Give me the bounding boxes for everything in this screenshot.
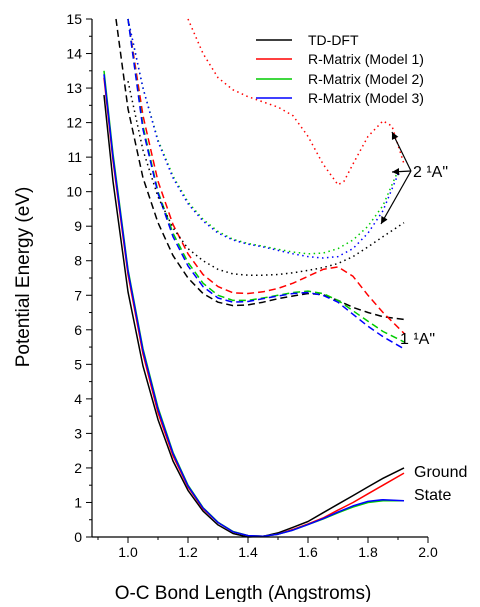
x-tick-label-3: 1.6: [298, 544, 318, 560]
legend-label-model3: R-Matrix (Model 3): [308, 90, 424, 106]
legend-label-model2: R-Matrix (Model 2): [308, 71, 424, 87]
y-tick-label-0: 0: [74, 529, 82, 545]
x-tick-label-2: 1.4: [238, 544, 258, 560]
series-layer: [103, 18, 405, 538]
y-tick-label-9: 9: [74, 218, 82, 234]
y-tick-label-2: 2: [74, 460, 82, 476]
series-line-3: [103, 74, 405, 538]
annotations: 2 ¹A" 1 ¹A" Ground State: [380, 131, 467, 504]
x-axis-title: O-C Bond Length (Angstroms): [115, 583, 372, 602]
x-tick-label-0: 1.0: [118, 544, 138, 560]
y-tick-label-11: 11: [67, 149, 82, 165]
y-tick-label-13: 13: [66, 80, 82, 96]
annotation-lower-state: 1 ¹A": [400, 331, 435, 348]
annotation-ground-line2: State: [414, 487, 451, 504]
legend: TD-DFT R-Matrix (Model 1) R-Matrix (Mode…: [256, 32, 424, 106]
y-tick-label-6: 6: [74, 322, 82, 338]
x-tick-label-4: 1.8: [358, 544, 378, 560]
series-line-7: [127, 18, 405, 350]
y-tick-label-5: 5: [74, 356, 82, 372]
annotation-arrow-model2: [391, 168, 412, 176]
y-axis-title: Potential Energy (eV): [13, 187, 34, 368]
y-tick-label-14: 14: [66, 46, 82, 62]
y-tick-label-3: 3: [74, 425, 82, 441]
series-line-11: [127, 18, 399, 259]
series-line-5: [127, 18, 405, 334]
x-tick-label-5: 2.0: [418, 544, 438, 560]
series-line-4: [115, 18, 405, 321]
y-tick-label-7: 7: [74, 287, 82, 303]
y-tick-label-15: 15: [66, 11, 82, 27]
annotation-arrow-model1: [391, 131, 412, 172]
y-tick-label-10: 10: [66, 184, 82, 200]
series-line-9: [187, 18, 405, 186]
annotation-arrow-model3: [380, 170, 412, 225]
y-tick-label-8: 8: [74, 253, 82, 269]
y-tick-label-4: 4: [74, 391, 82, 407]
x-ticks: 1.0 1.2 1.4 1.6 1.8 2.0: [97, 537, 438, 560]
annotation-ground-line1: Ground: [414, 464, 467, 481]
y-tick-label-1: 1: [74, 494, 82, 510]
legend-label-model1: R-Matrix (Model 1): [308, 51, 424, 67]
y-tick-label-12: 12: [66, 115, 82, 131]
x-tick-label-1: 1.2: [178, 544, 198, 560]
legend-label-tddft: TD-DFT: [308, 32, 359, 48]
annotation-upper-state: 2 ¹A": [413, 164, 448, 181]
